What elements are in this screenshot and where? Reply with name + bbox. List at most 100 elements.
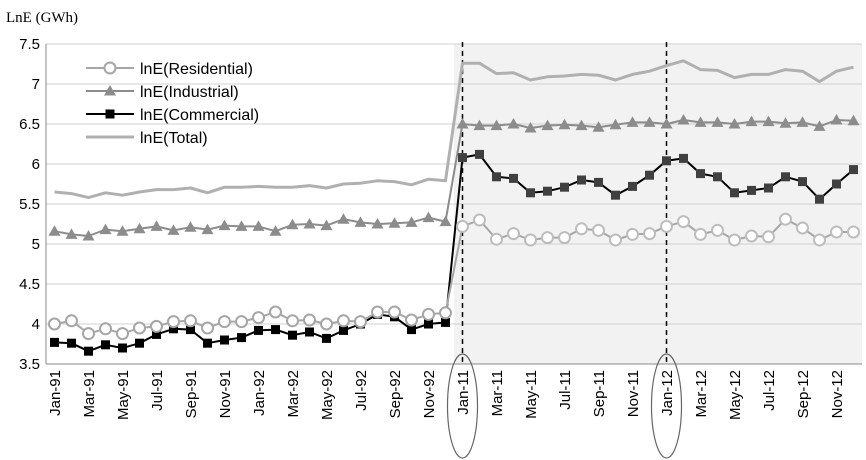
data-point — [694, 227, 707, 241]
data-point — [254, 325, 263, 335]
x-tick-label: Nov-92 — [421, 370, 438, 418]
data-point — [118, 343, 127, 353]
data-point — [747, 185, 756, 195]
y-tick-label: 7 — [32, 76, 40, 93]
data-point — [201, 223, 214, 235]
data-point — [847, 114, 860, 126]
x-tick-label: Jan-91 — [47, 370, 64, 416]
data-point — [405, 216, 418, 227]
data-point — [745, 229, 758, 243]
data-point — [728, 233, 741, 247]
data-point — [473, 119, 486, 131]
data-point — [592, 223, 605, 237]
data-point — [82, 327, 95, 341]
legend-label: lnE(Total) — [140, 130, 208, 147]
data-point — [269, 225, 282, 236]
data-point — [628, 181, 637, 191]
legend-item: lnE(Residential) — [86, 61, 253, 78]
data-point — [694, 116, 707, 127]
data-point — [103, 61, 117, 75]
series-2 — [50, 149, 858, 356]
data-point — [99, 223, 112, 235]
data-point — [711, 116, 724, 127]
x-tick-label: Jul-11 — [557, 370, 574, 410]
data-point — [526, 188, 535, 198]
data-point — [507, 118, 520, 129]
data-point — [762, 230, 775, 244]
x-tick-label: May-11 — [523, 370, 540, 419]
data-point — [677, 215, 690, 229]
data-point — [50, 337, 59, 347]
series-layer — [48, 59, 860, 356]
data-point — [611, 190, 620, 200]
data-point — [371, 305, 384, 319]
data-point — [48, 225, 61, 236]
x-tick-label: Jan-11 — [455, 370, 472, 415]
data-point — [218, 315, 231, 329]
data-point — [575, 119, 588, 131]
y-tick-label: 6.5 — [19, 116, 40, 133]
data-point — [167, 315, 180, 329]
data-point — [286, 314, 299, 328]
data-point — [184, 314, 197, 328]
data-point — [492, 172, 501, 182]
y-tick-labels: 3.5 4 4.5 5 5.5 6 6.5 7 7.5 — [19, 36, 40, 373]
data-point — [152, 329, 161, 339]
data-point — [575, 222, 588, 236]
data-point — [167, 224, 180, 235]
data-point — [543, 186, 552, 196]
data-point — [441, 317, 450, 327]
data-point — [388, 305, 401, 319]
data-point — [354, 315, 367, 329]
data-point — [388, 217, 401, 228]
data-point — [796, 221, 809, 235]
data-point — [186, 325, 195, 335]
data-point — [609, 118, 622, 130]
data-point — [218, 219, 231, 231]
data-point — [305, 327, 314, 337]
data-point — [473, 213, 486, 227]
data-point — [407, 325, 416, 335]
data-point — [730, 188, 739, 198]
data-point — [643, 116, 656, 127]
series-0 — [48, 212, 860, 341]
x-tick-labels: Jan-91 Mar-91 May-91 Jul-91 Sep-91 Nov-91 Jan-… — [47, 353, 846, 459]
data-point — [456, 219, 469, 233]
data-point — [677, 114, 690, 125]
data-point — [303, 313, 316, 327]
legend-label: lnE(Industrial) — [140, 84, 239, 101]
data-point — [796, 116, 809, 127]
data-point — [779, 117, 792, 128]
data-point — [303, 218, 316, 229]
x-tick-label: Mar-12 — [693, 370, 710, 418]
x-tick-label: Jan-92 — [251, 370, 268, 416]
circled-label-outline — [650, 353, 683, 459]
x-tick-label: Mar-11 — [489, 370, 506, 416]
series-line — [54, 59, 854, 200]
x-tick-label: Jul-92 — [353, 370, 370, 411]
data-point — [101, 340, 110, 350]
data-point — [405, 313, 418, 327]
data-point — [82, 230, 95, 241]
data-point — [524, 122, 537, 133]
data-point — [235, 315, 248, 329]
data-point — [320, 219, 333, 231]
data-point — [320, 317, 333, 331]
data-point — [169, 324, 178, 334]
legend-item: lnE(Commercial) — [86, 107, 259, 124]
data-point — [541, 231, 554, 245]
data-point — [745, 115, 758, 127]
data-point — [594, 177, 603, 187]
data-point — [150, 220, 163, 231]
data-point — [713, 172, 722, 182]
data-point — [286, 218, 299, 230]
x-tick-label: Jul-12 — [761, 370, 778, 411]
data-point — [133, 222, 146, 234]
data-point — [99, 322, 112, 336]
data-point — [813, 120, 826, 131]
y-tick-label: 4.5 — [19, 276, 40, 293]
legend-label: lnE(Commercial) — [140, 107, 259, 124]
data-point — [105, 109, 115, 119]
data-point — [65, 228, 78, 239]
series-1 — [48, 114, 860, 241]
